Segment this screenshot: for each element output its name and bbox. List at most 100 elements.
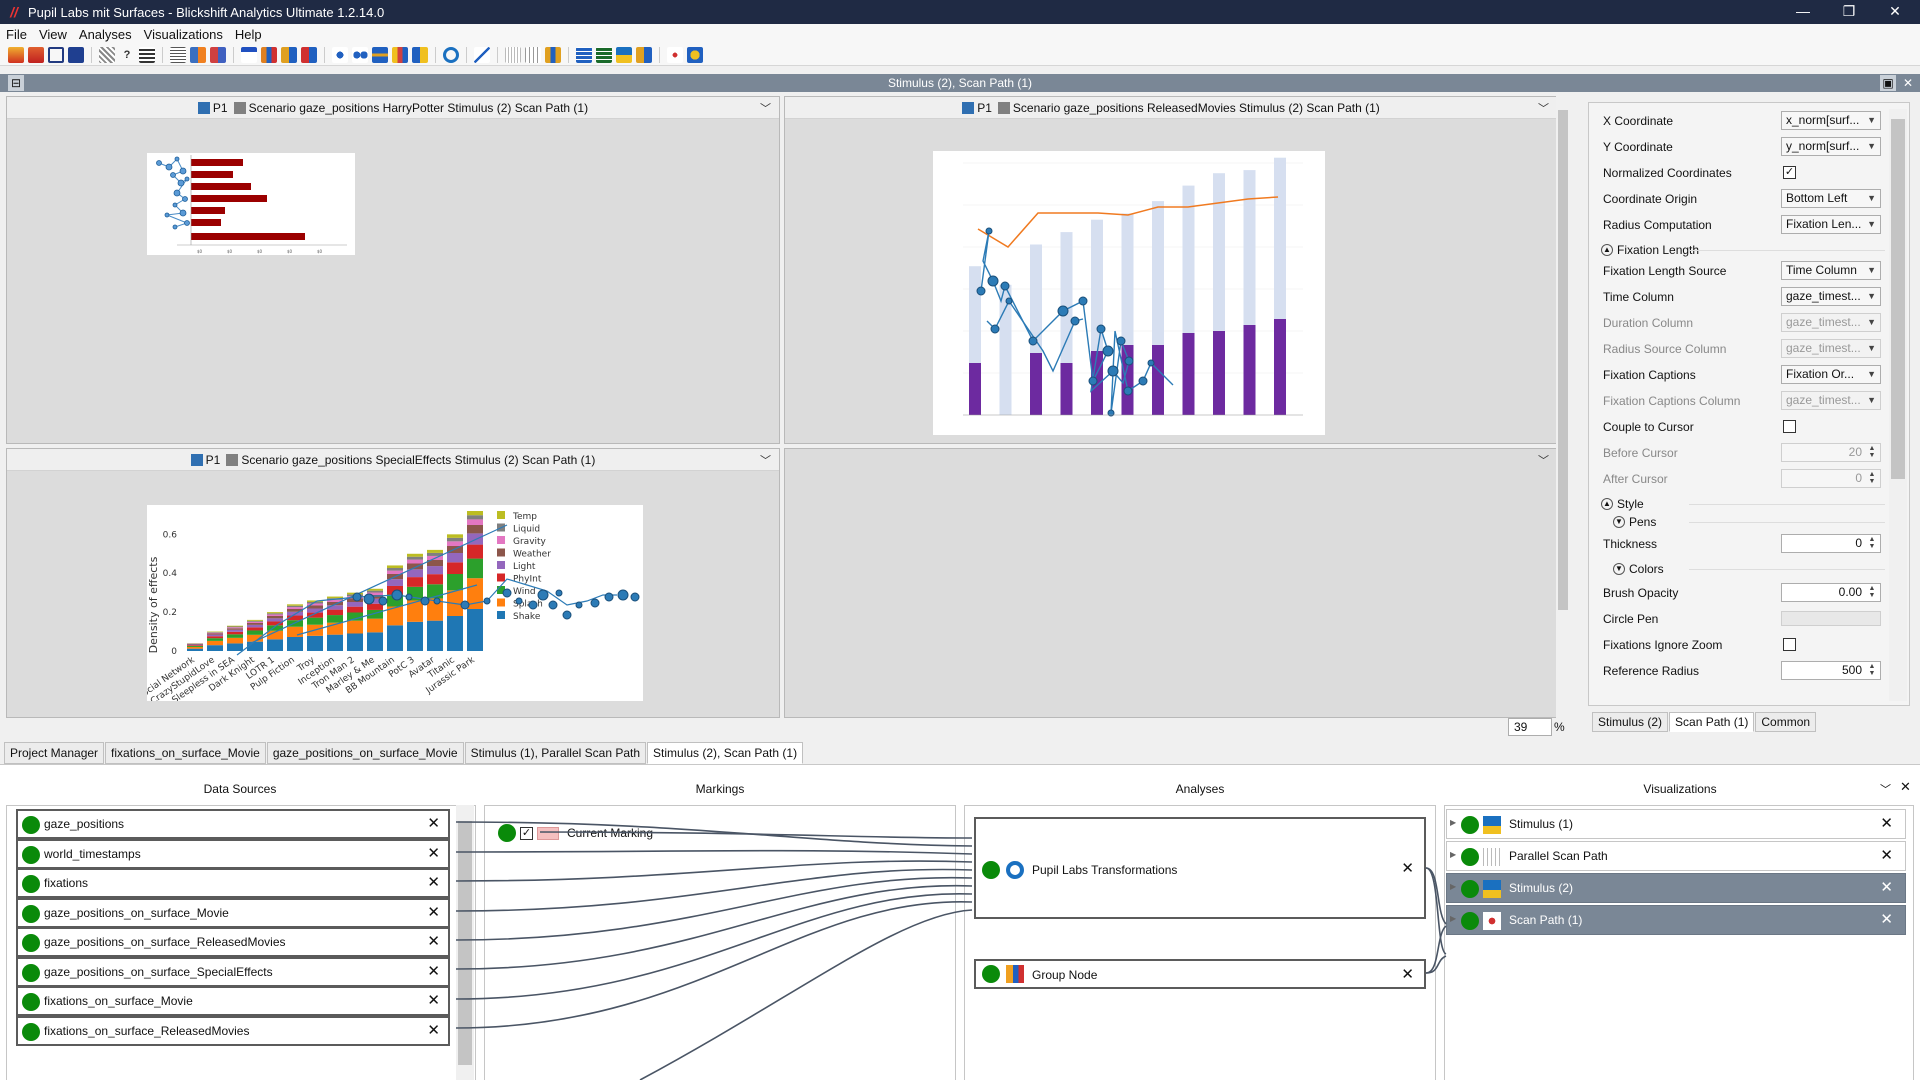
timeline-icon[interactable] [301, 46, 317, 63]
grid-icon[interactable] [210, 46, 226, 63]
spin-arrows-icon[interactable]: ▲ ▼ [1868, 471, 1876, 485]
y-coordinate-select[interactable]: y_norm[surf... ▼ [1781, 137, 1881, 156]
properties-scrollbar[interactable] [1889, 109, 1907, 701]
data-sources-scrollbar-thumb[interactable] [458, 821, 472, 1065]
matrix-icon[interactable] [596, 46, 612, 63]
tab-stimulus-1-parallel-scan-path[interactable]: Stimulus (1), Parallel Scan Path [464, 742, 647, 764]
sum-icon[interactable] [170, 46, 186, 63]
chevron-down-icon[interactable]: ﹀ [1538, 103, 1549, 115]
save-icon[interactable] [68, 46, 84, 63]
expand-icon[interactable]: ▶ [1450, 882, 1457, 891]
reference-radius-spinbox[interactable]: 500 ▲ ▼ [1781, 661, 1881, 680]
data-source-item[interactable]: gaze_positions_on_surface_ReleasedMovies… [16, 927, 450, 957]
close-icon[interactable]: ✕ [427, 962, 440, 980]
close-icon[interactable]: ✕ [427, 992, 440, 1009]
new-project-icon[interactable] [8, 46, 24, 63]
group-fixation-length[interactable]: ▲ Fixation Length [1601, 241, 1699, 259]
chevron-down-icon[interactable]: ﹀ [1538, 455, 1549, 467]
chevron-down-icon[interactable]: ﹀ [760, 103, 771, 115]
panels-scrollbar[interactable] [1556, 96, 1570, 718]
duration-column-select[interactable]: gaze_timest... ▼ [1781, 313, 1881, 332]
close-window-button[interactable]: ✕ [1889, 3, 1901, 19]
time-column-select[interactable]: gaze_timest... ▼ [1781, 287, 1881, 306]
normalized-coordinates-checkbox[interactable]: ✓ [1783, 166, 1796, 179]
prop-tab-common[interactable]: Common [1755, 712, 1817, 732]
merge-icon[interactable] [139, 46, 155, 63]
group-style[interactable]: ▲ Style [1601, 495, 1644, 513]
maximize-button[interactable]: ❐ [1842, 3, 1856, 19]
zoom-input[interactable]: 39 [1508, 718, 1552, 736]
collapse-icon[interactable]: ▲ [1601, 498, 1613, 510]
expand-icon[interactable]: ▼ [1613, 516, 1625, 528]
histogram-icon[interactable] [392, 46, 408, 63]
minimize-button[interactable]: — [1796, 3, 1810, 19]
after-cursor-spinbox[interactable]: 0 ▲ ▼ [1781, 469, 1881, 488]
menu-view[interactable]: View [38, 26, 67, 42]
marking-item[interactable]: ✓ Current Marking [498, 823, 653, 843]
scatter-icon[interactable] [352, 46, 368, 63]
tab-stimulus-2-scan-path-1[interactable]: Stimulus (2), Scan Path (1) [647, 742, 804, 764]
close-icon[interactable]: ✕ [427, 874, 440, 891]
chevron-down-icon[interactable]: ﹀ [760, 455, 771, 467]
before-cursor-spinbox[interactable]: 20 ▲ ▼ [1781, 443, 1881, 462]
collapse-icon[interactable]: ▲ [1601, 244, 1613, 256]
close-icon[interactable]: ✕ [1880, 879, 1893, 896]
close-node-editor-icon[interactable]: ✕ [1900, 779, 1911, 794]
fixation-captions-column-select[interactable]: gaze_timest... ▼ [1781, 391, 1881, 410]
line-icon[interactable] [474, 46, 490, 63]
close-icon[interactable]: ✕ [1880, 815, 1893, 832]
panels-scrollbar-thumb[interactable] [1558, 110, 1568, 610]
funnel-icon[interactable] [241, 46, 257, 63]
group-pens[interactable]: ▼ Pens [1613, 513, 1656, 531]
menu-help[interactable]: Help [234, 26, 262, 42]
circle-pen-selector[interactable] [1781, 611, 1881, 626]
aoi-icon[interactable] [372, 46, 388, 63]
filter-icon[interactable] [99, 46, 115, 63]
visualization-item[interactable]: ▶ Stimulus (2) ✕ [1446, 873, 1906, 903]
dock-collapse-icon[interactable]: ⊟ [8, 75, 24, 91]
brush-opacity-spinbox[interactable]: 0.00 ▲ ▼ [1781, 583, 1881, 602]
close-icon[interactable]: ✕ [1880, 911, 1893, 928]
couple-to-cursor-checkbox[interactable] [1783, 420, 1796, 433]
heatmap-icon[interactable] [687, 46, 703, 63]
visualization-item[interactable]: ▶ Parallel Scan Path ✕ [1446, 841, 1906, 871]
menu-visualizations[interactable]: Visualizations [143, 26, 223, 42]
prop-tab-scan-path[interactable]: Scan Path (1) [1669, 712, 1755, 732]
stimulus-panel-harrypotter[interactable]: P1 Scenario gaze_positions HarryPotter S… [6, 96, 780, 444]
coordinate-origin-select[interactable]: Bottom Left ▼ [1781, 189, 1881, 208]
spin-arrows-icon[interactable]: ▲ ▼ [1868, 585, 1876, 599]
visualization-item[interactable]: ▶ Stimulus (1) ✕ [1446, 809, 1906, 839]
radius-source-column-select[interactable]: gaze_timest... ▼ [1781, 339, 1881, 358]
parallel-icon[interactable] [505, 46, 521, 63]
bars-icon[interactable] [412, 46, 428, 63]
bar-chart-icon[interactable] [261, 46, 277, 63]
tab-fixations-on-surface-movie[interactable]: fixations_on_surface_Movie [105, 742, 266, 764]
stimulus-panel-releasedmovies[interactable]: P1 Scenario gaze_positions ReleasedMovie… [784, 96, 1558, 444]
analysis-node-pupil-labs[interactable]: Pupil Labs Transformations ✕ [974, 817, 1426, 919]
tab-gaze-positions-on-surface-movie[interactable]: gaze_positions_on_surface_Movie [266, 742, 464, 764]
menu-analyses[interactable]: Analyses [78, 26, 132, 42]
data-source-item[interactable]: world_timestamps ✕ [16, 838, 450, 869]
stacked-icon[interactable] [545, 46, 561, 63]
scan-path-icon[interactable] [667, 46, 683, 63]
tab-project-manager[interactable]: Project Manager [4, 742, 105, 764]
marking-checkbox[interactable]: ✓ [520, 826, 533, 840]
expand-icon[interactable]: ▼ [1613, 563, 1625, 575]
data-source-item[interactable]: gaze_positions_on_surface_Movie ✕ [16, 897, 450, 928]
stimulus-panel-specialeffects[interactable]: P1 Scenario gaze_positions SpecialEffect… [6, 448, 780, 718]
table-icon[interactable] [190, 46, 206, 63]
stimulus-panel-empty[interactable]: ﹀ [784, 448, 1558, 718]
fixation-captions-select[interactable]: Fixation Or... ▼ [1781, 365, 1881, 384]
chart-icon[interactable] [636, 46, 652, 63]
close-icon[interactable]: ✕ [427, 1021, 440, 1039]
close-icon[interactable]: ✕ [427, 815, 440, 832]
spin-arrows-icon[interactable]: ▲ ▼ [1868, 536, 1876, 550]
query-icon[interactable]: ? [123, 48, 131, 61]
circle-icon[interactable] [443, 46, 459, 63]
close-icon[interactable]: ✕ [1880, 847, 1893, 864]
fixations-ignore-zoom-checkbox[interactable] [1783, 638, 1796, 651]
close-icon[interactable]: ✕ [427, 933, 440, 950]
stimulus-icon[interactable] [616, 46, 632, 63]
sequence-icon[interactable] [281, 46, 297, 63]
close-icon[interactable]: ✕ [427, 903, 440, 921]
